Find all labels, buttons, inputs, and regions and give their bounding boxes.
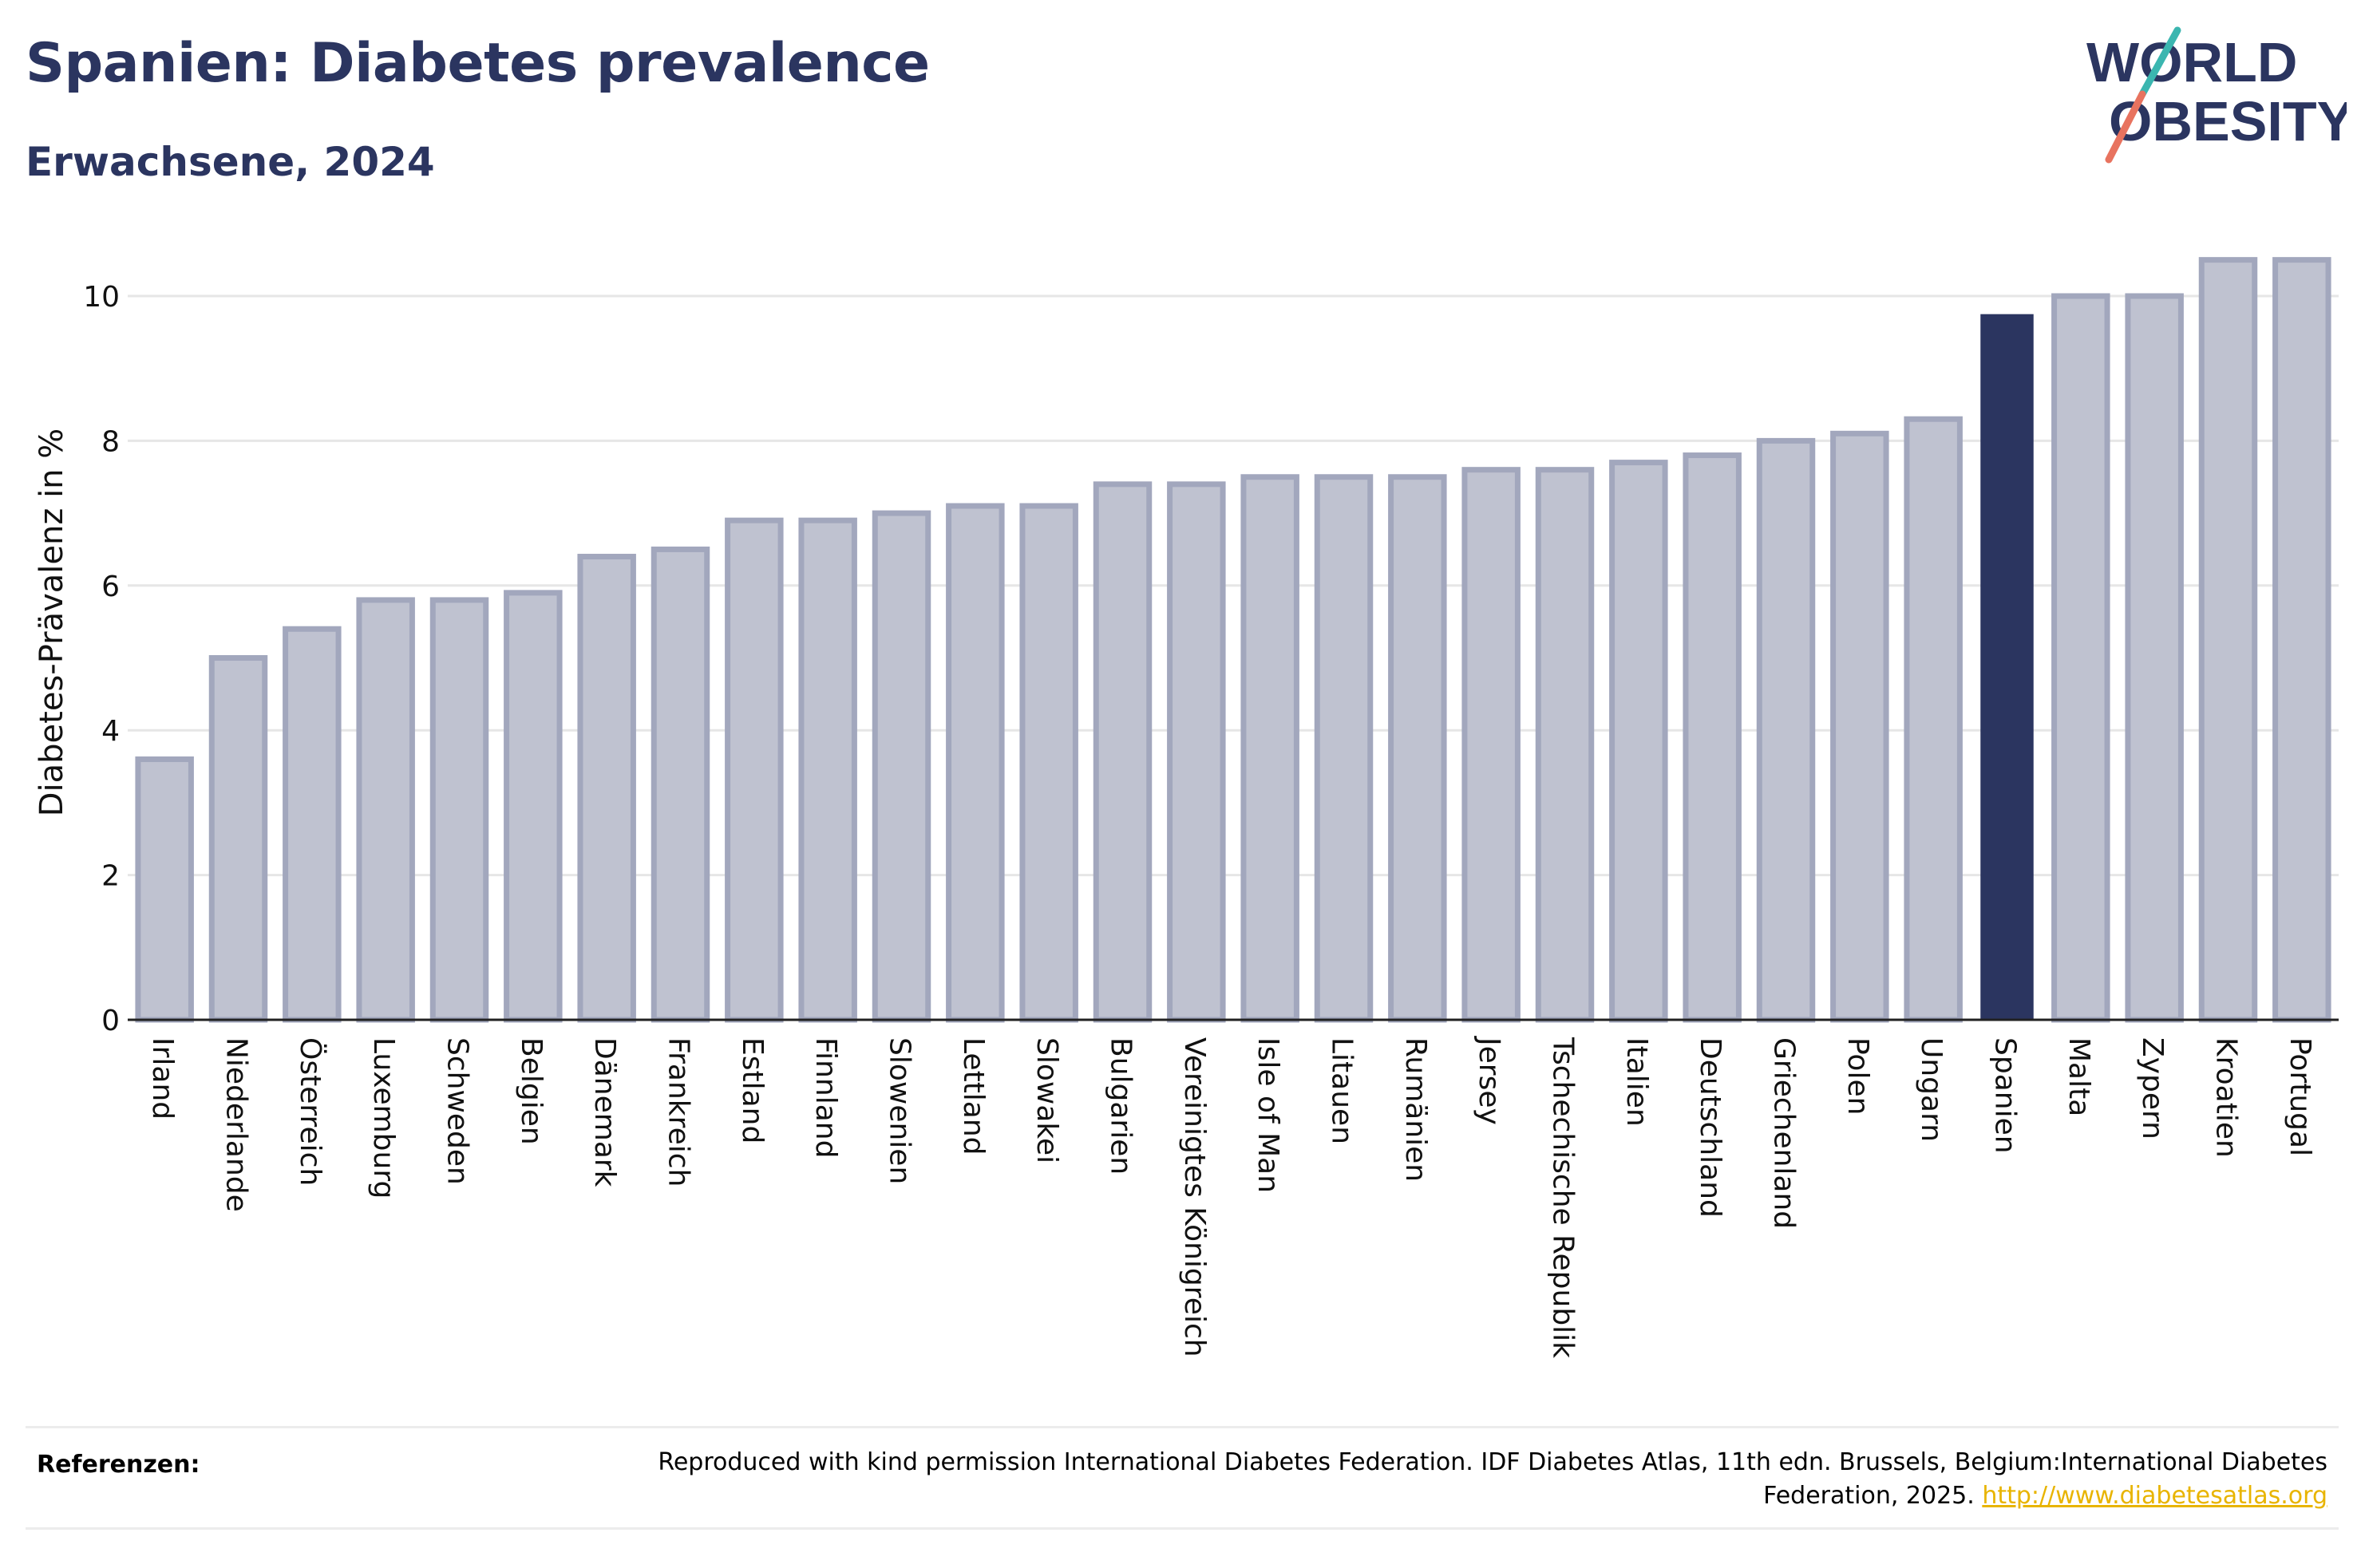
bar-malta <box>2051 293 2110 1023</box>
x-tick-label: Kroatien <box>2210 1037 2243 1158</box>
chart-subtitle: Erwachsene, 2024 <box>26 139 435 185</box>
references-label: Referenzen: <box>37 1451 200 1479</box>
x-tick-label: Finnland <box>809 1037 842 1158</box>
x-tick-label: Dänemark <box>588 1037 621 1187</box>
chart-title: Spanien: Diabetes prevalence <box>26 32 930 95</box>
x-tick-label: Slowenien <box>884 1037 916 1184</box>
tick-labels: 0 2 4 6 8 10 Irland Niederlande Österreich Luxemb… <box>34 281 2316 1358</box>
x-tick-label: Ungarn <box>1915 1037 1948 1142</box>
y-axis-label: Diabetes-Prävalenz in % <box>34 429 70 817</box>
bar-litauen <box>1314 474 1374 1023</box>
x-tick-label: Belgien <box>515 1037 548 1145</box>
bar-zypern <box>2125 293 2184 1023</box>
gridlines <box>128 294 2339 877</box>
bar-niederlande <box>208 655 268 1023</box>
bar-portugal <box>2272 257 2331 1023</box>
y-tick-label: 4 <box>101 715 120 748</box>
x-tick-label: Litauen <box>1326 1037 1358 1144</box>
x-tick-label: Österreich <box>294 1037 327 1186</box>
references-text: Reproduced with kind permission Internat… <box>651 1446 2327 1513</box>
x-tick-label: Deutschland <box>1694 1037 1726 1218</box>
bar-finnland <box>798 517 857 1023</box>
logo-line-1: WORLD <box>2086 31 2297 93</box>
x-tick-label: Lettland <box>957 1037 990 1155</box>
bar-kroatien <box>2198 257 2258 1023</box>
x-tick-label: Jersey <box>1473 1036 1505 1125</box>
bar-dänemark <box>577 554 636 1023</box>
bar-estland <box>725 517 784 1023</box>
x-tick-label: Estland <box>736 1037 769 1143</box>
bar-deutschland <box>1683 452 1742 1023</box>
bar-vereinigtes-königreich <box>1167 481 1226 1023</box>
bar-rumänien <box>1388 474 1447 1023</box>
bar-frankreich <box>651 546 710 1023</box>
bar-schweden <box>429 597 489 1023</box>
bar-tschechische-republik <box>1535 467 1595 1023</box>
bar-slowenien <box>872 510 931 1023</box>
bar-slowakei <box>1019 503 1078 1023</box>
x-tick-label: Spanien <box>1989 1037 2022 1154</box>
logo-line-2: OBESITY <box>2109 90 2347 152</box>
y-tick-label: 10 <box>83 281 120 314</box>
bar-lettland <box>946 503 1005 1023</box>
x-tick-label: Niederlande <box>220 1037 253 1212</box>
y-tick-label: 2 <box>101 860 120 893</box>
references-link[interactable]: http://www.diabetesatlas.org <box>1982 1482 2327 1510</box>
bar-luxemburg <box>356 597 415 1023</box>
bar-griechenland <box>1756 437 1816 1023</box>
logo-slash-teal <box>2138 26 2181 98</box>
x-tick-label: Tschechische Republik <box>1547 1037 1580 1358</box>
x-tick-label: Malta <box>2062 1037 2095 1116</box>
bar-polen <box>1830 430 1889 1023</box>
bar-italien <box>1609 460 1668 1023</box>
bar-ungarn <box>1904 416 1963 1023</box>
logo-slash-coral <box>2105 90 2146 164</box>
x-tick-label: Italien <box>1620 1037 1653 1127</box>
bar-österreich <box>283 626 342 1023</box>
x-tick-label: Isle of Man <box>1252 1037 1284 1193</box>
x-tick-label: Rumänien <box>1399 1037 1432 1182</box>
y-tick-label: 0 <box>101 1005 120 1037</box>
x-tick-label: Slowakei <box>1030 1037 1063 1163</box>
x-tick-label: Luxemburg <box>367 1037 400 1199</box>
x-tick-label: Portugal <box>2284 1037 2316 1156</box>
world-obesity-logo: WORLD OBESITY <box>2086 26 2347 164</box>
y-tick-label: 6 <box>101 571 120 603</box>
references-footer: Referenzen: Reproduced with kind permiss… <box>26 1426 2339 1530</box>
x-tick-label: Zypern <box>2136 1037 2169 1139</box>
x-tick-label: Bulgarien <box>1105 1037 1137 1175</box>
bar-bulgarien <box>1093 481 1153 1023</box>
bar-isle-of-man <box>1240 474 1299 1023</box>
y-tick-label: 8 <box>101 425 120 458</box>
x-tick-label: Vereinigtes Königreich <box>1178 1037 1211 1357</box>
x-tick-label: Frankreich <box>662 1037 695 1187</box>
bar-chart: 0 2 4 6 8 10 Irland Niederlande Österreich Luxemb… <box>34 257 2339 1358</box>
x-tick-label: Griechenland <box>1768 1037 1801 1229</box>
x-tick-label: Polen <box>1841 1037 1874 1115</box>
references-citation: Reproduced with kind permission Internat… <box>658 1448 2327 1510</box>
bar-spanien <box>1980 314 2034 1020</box>
x-tick-label: Irland <box>146 1037 179 1120</box>
bar-irland <box>135 756 194 1023</box>
bar-jersey <box>1461 467 1521 1023</box>
bar-belgien <box>504 590 563 1023</box>
x-tick-label: Schweden <box>441 1037 474 1185</box>
bars <box>135 257 2331 1023</box>
